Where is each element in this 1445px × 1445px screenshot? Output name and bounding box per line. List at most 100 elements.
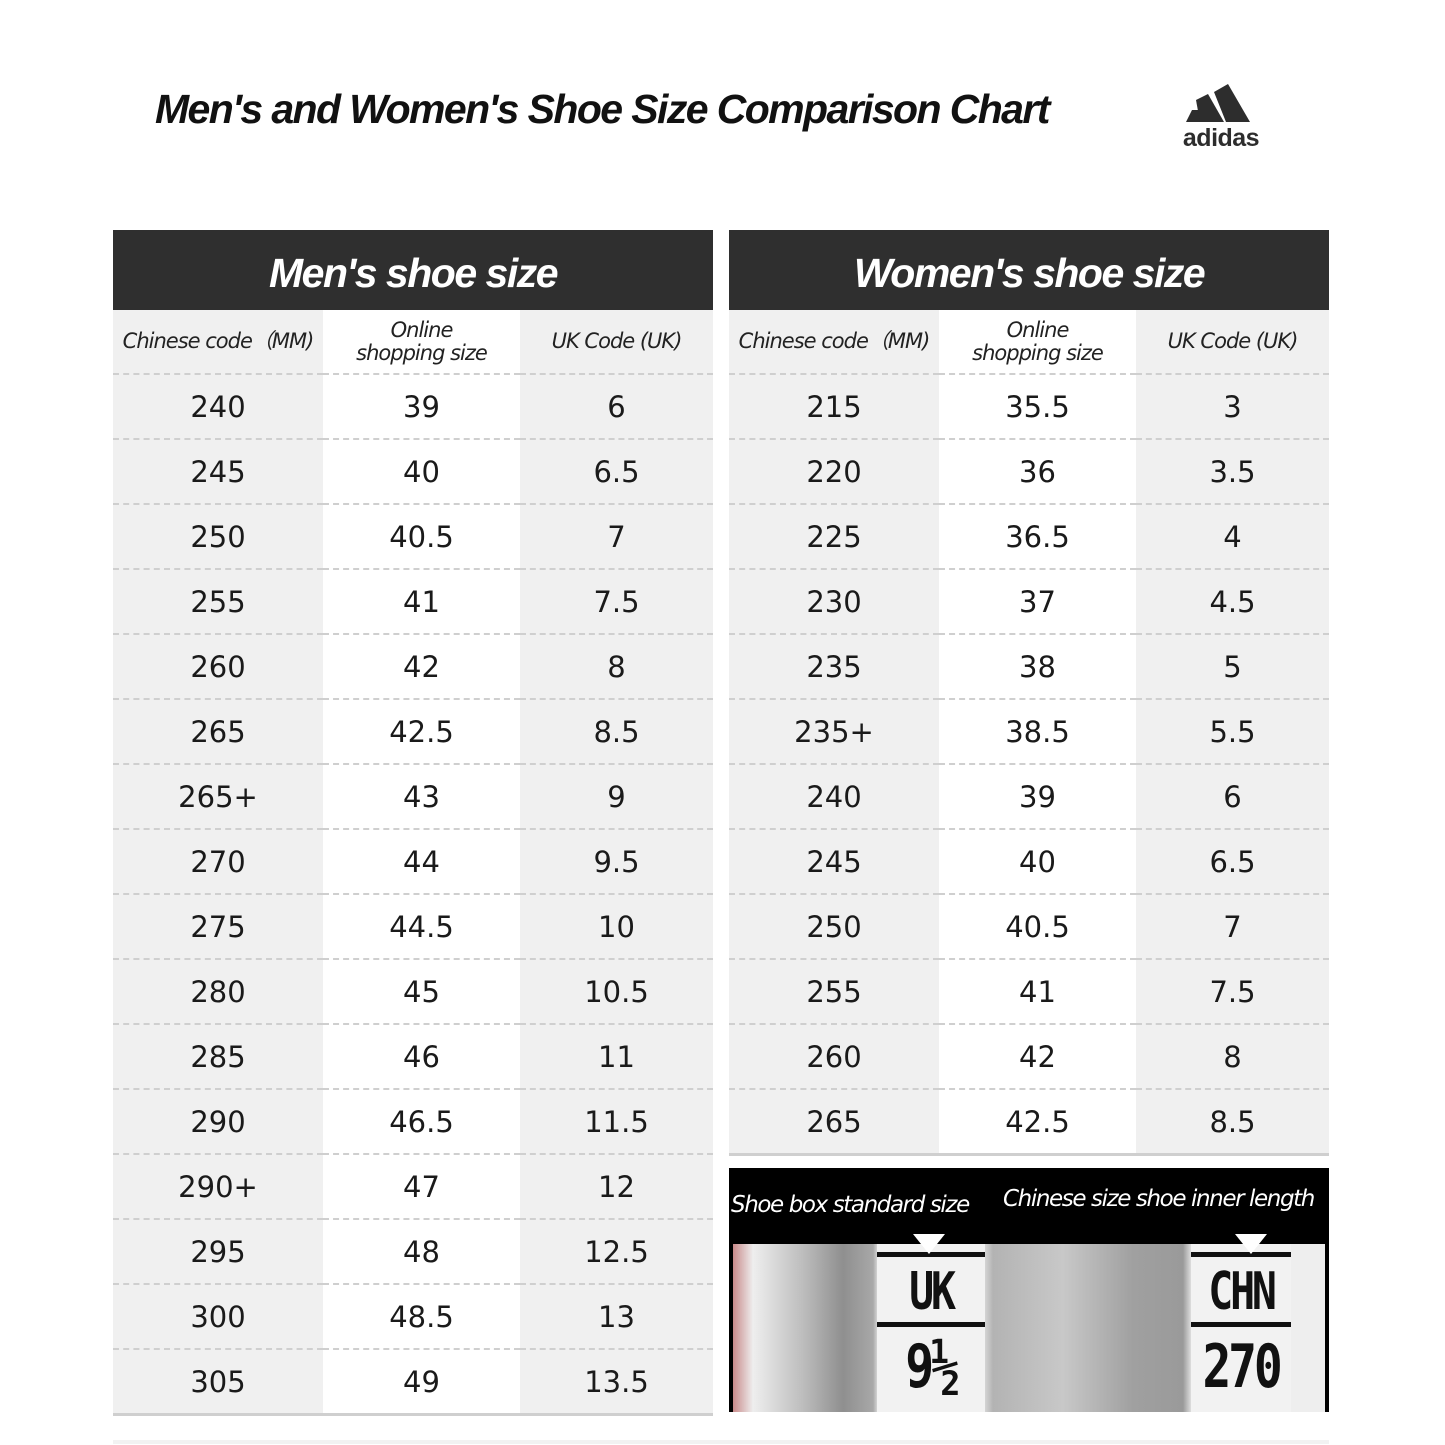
cell-chinese-code: 220 — [729, 439, 939, 505]
uk-size-tag: UK 9½ — [877, 1244, 985, 1412]
cell-chinese-code: 255 — [113, 569, 323, 635]
col-header-online-size: Online shopping size — [939, 310, 1136, 375]
arrow-down-icon — [913, 1234, 945, 1254]
cell-chinese-code: 230 — [729, 569, 939, 635]
mens-size-table: Chinese code（MM) Online shopping size UK … — [113, 310, 713, 1416]
table-row: 245 40 6.5 — [113, 439, 713, 505]
cell-uk-code: 3 — [1136, 374, 1329, 440]
cell-chinese-code: 275 — [113, 894, 323, 960]
cell-online-size: 43 — [323, 764, 520, 830]
cell-chinese-code: 240 — [729, 764, 939, 830]
cell-chinese-code: 250 — [729, 894, 939, 960]
cell-online-size: 36 — [939, 439, 1136, 505]
chn-size-tag: CHN 270 — [1191, 1244, 1291, 1412]
adidas-stripes-icon — [1186, 84, 1250, 122]
cell-online-size: 48.5 — [323, 1284, 520, 1350]
cell-online-size: 38.5 — [939, 699, 1136, 765]
table-row: 260 42 8 — [729, 1024, 1329, 1090]
table-row: 290+ 47 12 — [113, 1154, 713, 1220]
table-row: 270 44 9.5 — [113, 829, 713, 895]
cell-chinese-code: 215 — [729, 374, 939, 440]
table-row: 305 49 13.5 — [113, 1349, 713, 1416]
cell-chinese-code: 295 — [113, 1219, 323, 1285]
cell-uk-code: 5 — [1136, 634, 1329, 700]
cell-uk-code: 6.5 — [1136, 829, 1329, 895]
table-header-row: Chinese code（MM) Online shopping size UK … — [113, 310, 713, 375]
cell-chinese-code: 260 — [729, 1024, 939, 1090]
cell-uk-code: 5.5 — [1136, 699, 1329, 765]
table-row: 215 35.5 3 — [729, 374, 1329, 440]
table-row: 255 41 7.5 — [729, 959, 1329, 1025]
cell-online-size: 47 — [323, 1154, 520, 1220]
cell-online-size: 35.5 — [939, 374, 1136, 440]
col-header-uk-code: UK Code (UK) — [520, 310, 713, 375]
mens-size-panel: Men's shoe size Chinese code（MM) Online s… — [113, 230, 713, 1416]
arrow-down-icon — [1235, 1234, 1267, 1254]
cell-uk-code: 6 — [520, 374, 713, 440]
table-row: 220 36 3.5 — [729, 439, 1329, 505]
cell-uk-code: 7.5 — [520, 569, 713, 635]
table-row: 265 42.5 8.5 — [113, 699, 713, 765]
table-row: 290 46.5 11.5 — [113, 1089, 713, 1155]
cell-uk-code: 13 — [520, 1284, 713, 1350]
shoe-label-photo: Shoe box standard size Chinese size shoe… — [729, 1168, 1329, 1412]
cell-online-size: 46 — [323, 1024, 520, 1090]
cell-uk-code: 11 — [520, 1024, 713, 1090]
chn-tag-value: 270 — [1202, 1332, 1282, 1402]
cell-uk-code: 12.5 — [520, 1219, 713, 1285]
cell-chinese-code: 265+ — [113, 764, 323, 830]
cell-chinese-code: 290 — [113, 1089, 323, 1155]
cell-uk-code: 6 — [1136, 764, 1329, 830]
cell-chinese-code: 300 — [113, 1284, 323, 1350]
col-header-online-size: Online shopping size — [323, 310, 520, 375]
cell-online-size: 37 — [939, 569, 1136, 635]
cell-online-size: 44.5 — [323, 894, 520, 960]
cell-chinese-code: 240 — [113, 374, 323, 440]
table-row: 235 38 5 — [729, 634, 1329, 700]
cell-uk-code: 3.5 — [1136, 439, 1329, 505]
adidas-logo: adidas — [1168, 80, 1278, 155]
uk-tag-header: UK — [909, 1262, 956, 1322]
cell-uk-code: 12 — [520, 1154, 713, 1220]
cell-online-size: 41 — [939, 959, 1136, 1025]
cell-online-size: 46.5 — [323, 1089, 520, 1155]
col-header-uk-code: UK Code (UK) — [1136, 310, 1329, 375]
cell-online-size: 48 — [323, 1219, 520, 1285]
table-row: 265+ 43 9 — [113, 764, 713, 830]
cell-online-size: 38 — [939, 634, 1136, 700]
chn-tag-header: CHN — [1208, 1262, 1277, 1322]
cell-online-size: 42.5 — [939, 1089, 1136, 1156]
cell-chinese-code: 225 — [729, 504, 939, 570]
brand-wordmark: adidas — [1182, 124, 1260, 152]
table-row: 235+ 38.5 5.5 — [729, 699, 1329, 765]
cell-online-size: 41 — [323, 569, 520, 635]
cell-uk-code: 9.5 — [520, 829, 713, 895]
table-row: 240 39 6 — [729, 764, 1329, 830]
uk-tag-value: 9½ — [905, 1332, 960, 1402]
label-photo-image: UK 9½ CHN 270 — [733, 1244, 1325, 1412]
table-row: 240 39 6 — [113, 374, 713, 440]
cell-chinese-code: 235+ — [729, 699, 939, 765]
cell-uk-code: 8.5 — [520, 699, 713, 765]
cell-chinese-code: 265 — [113, 699, 323, 765]
table-row: 265 42.5 8.5 — [729, 1089, 1329, 1156]
cell-online-size: 45 — [323, 959, 520, 1025]
cell-uk-code: 8 — [520, 634, 713, 700]
table-row: 300 48.5 13 — [113, 1284, 713, 1350]
cell-online-size: 40.5 — [323, 504, 520, 570]
table-row: 245 40 6.5 — [729, 829, 1329, 895]
womens-size-panel: Women's shoe size Chinese code（MM) Onlin… — [729, 230, 1329, 1156]
cell-chinese-code: 245 — [113, 439, 323, 505]
cell-online-size: 49 — [323, 1349, 520, 1416]
cell-online-size: 42 — [323, 634, 520, 700]
cell-uk-code: 13.5 — [520, 1349, 713, 1416]
cell-chinese-code: 260 — [113, 634, 323, 700]
cell-uk-code: 6.5 — [520, 439, 713, 505]
table-row: 225 36.5 4 — [729, 504, 1329, 570]
cell-chinese-code: 265 — [729, 1089, 939, 1156]
table-row: 285 46 11 — [113, 1024, 713, 1090]
cell-uk-code: 10 — [520, 894, 713, 960]
cell-chinese-code: 280 — [113, 959, 323, 1025]
cell-chinese-code: 305 — [113, 1349, 323, 1416]
cell-uk-code: 9 — [520, 764, 713, 830]
